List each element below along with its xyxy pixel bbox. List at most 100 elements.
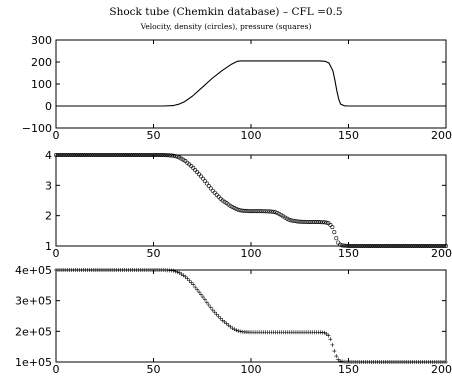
data-point bbox=[212, 190, 217, 195]
data-point bbox=[400, 244, 405, 249]
data-point bbox=[371, 244, 376, 249]
data-point bbox=[361, 244, 366, 249]
data-point bbox=[281, 214, 286, 219]
data-point bbox=[257, 209, 262, 214]
chart-title: Shock tube (Chemkin database) – CFL =0.5 bbox=[109, 6, 343, 18]
data-point bbox=[75, 153, 80, 158]
data-point bbox=[175, 154, 180, 159]
data-point bbox=[267, 209, 272, 214]
data-point bbox=[57, 153, 62, 158]
data-point bbox=[151, 153, 156, 158]
x-tick-label: 200 bbox=[431, 129, 452, 142]
data-point bbox=[116, 153, 121, 158]
data-point bbox=[338, 242, 343, 247]
data-point bbox=[238, 329, 243, 334]
data-point bbox=[273, 210, 278, 215]
data-point bbox=[346, 243, 351, 248]
data-point bbox=[204, 181, 209, 186]
data-point bbox=[432, 244, 437, 249]
data-point bbox=[199, 292, 204, 297]
data-point bbox=[122, 153, 127, 158]
data-point bbox=[146, 153, 151, 158]
data-point bbox=[355, 244, 360, 249]
data-point bbox=[195, 170, 200, 175]
plot-frame-1 bbox=[55, 39, 447, 129]
data-point bbox=[200, 295, 205, 300]
data-point bbox=[155, 153, 160, 158]
data-point bbox=[130, 153, 135, 158]
data-point bbox=[93, 153, 98, 158]
data-point bbox=[214, 192, 219, 197]
data-point bbox=[53, 153, 58, 158]
data-point bbox=[349, 244, 354, 249]
data-point bbox=[359, 244, 364, 249]
data-point bbox=[398, 244, 403, 249]
data-point bbox=[163, 153, 168, 158]
data-point bbox=[391, 244, 396, 249]
x-tick-label: 150 bbox=[338, 129, 359, 142]
data-point bbox=[291, 218, 296, 223]
data-point bbox=[422, 244, 427, 249]
data-point bbox=[138, 153, 143, 158]
data-point bbox=[200, 176, 205, 181]
data-point bbox=[334, 354, 339, 359]
data-point bbox=[298, 219, 303, 224]
data-point bbox=[336, 240, 341, 245]
data-point bbox=[124, 153, 129, 158]
data-point bbox=[148, 153, 153, 158]
data-point bbox=[99, 153, 104, 158]
data-point bbox=[234, 207, 239, 212]
data-point bbox=[363, 244, 368, 249]
data-point bbox=[277, 212, 282, 217]
data-point bbox=[202, 297, 207, 302]
data-point bbox=[393, 244, 398, 249]
data-point bbox=[326, 333, 331, 338]
y-tick-label: 4e+05 bbox=[15, 264, 52, 277]
data-point bbox=[236, 328, 241, 333]
x-tick-label: 0 bbox=[53, 129, 60, 142]
data-point bbox=[216, 194, 221, 199]
data-point bbox=[159, 153, 164, 158]
data-point bbox=[79, 153, 84, 158]
data-point bbox=[310, 220, 315, 225]
data-point bbox=[61, 153, 66, 158]
data-point bbox=[320, 220, 325, 225]
data-point bbox=[430, 244, 435, 249]
data-point bbox=[340, 243, 345, 248]
data-point bbox=[316, 220, 321, 225]
data-point bbox=[118, 153, 123, 158]
x-tick-label: 150 bbox=[338, 363, 359, 376]
data-point bbox=[440, 244, 445, 249]
data-point bbox=[332, 349, 337, 354]
data-point bbox=[232, 206, 237, 211]
data-point bbox=[175, 270, 180, 275]
data-point bbox=[304, 219, 309, 224]
data-point bbox=[230, 205, 235, 210]
data-point bbox=[285, 216, 290, 221]
x-tick-label: 100 bbox=[241, 247, 262, 260]
chart-subtitle: Velocity, density (circles), pressure (s… bbox=[140, 22, 312, 31]
data-point bbox=[150, 153, 155, 158]
data-point bbox=[197, 290, 202, 295]
data-point bbox=[330, 225, 335, 230]
data-point bbox=[396, 244, 401, 249]
data-point bbox=[365, 244, 370, 249]
data-point bbox=[183, 274, 188, 279]
data-point bbox=[69, 153, 74, 158]
data-point bbox=[236, 207, 241, 212]
x-tick-label: 50 bbox=[147, 247, 161, 260]
data-point bbox=[259, 209, 264, 214]
data-point bbox=[385, 244, 390, 249]
y-tick-label: 0 bbox=[45, 100, 52, 113]
data-point bbox=[444, 360, 448, 364]
data-point bbox=[171, 153, 176, 158]
data-point bbox=[420, 244, 425, 249]
data-point bbox=[344, 243, 349, 248]
data-point bbox=[59, 153, 64, 158]
data-point bbox=[193, 168, 198, 173]
data-point bbox=[255, 209, 260, 214]
data-point bbox=[328, 337, 333, 342]
data-point bbox=[375, 244, 380, 249]
data-point bbox=[428, 244, 433, 249]
data-point bbox=[71, 153, 76, 158]
